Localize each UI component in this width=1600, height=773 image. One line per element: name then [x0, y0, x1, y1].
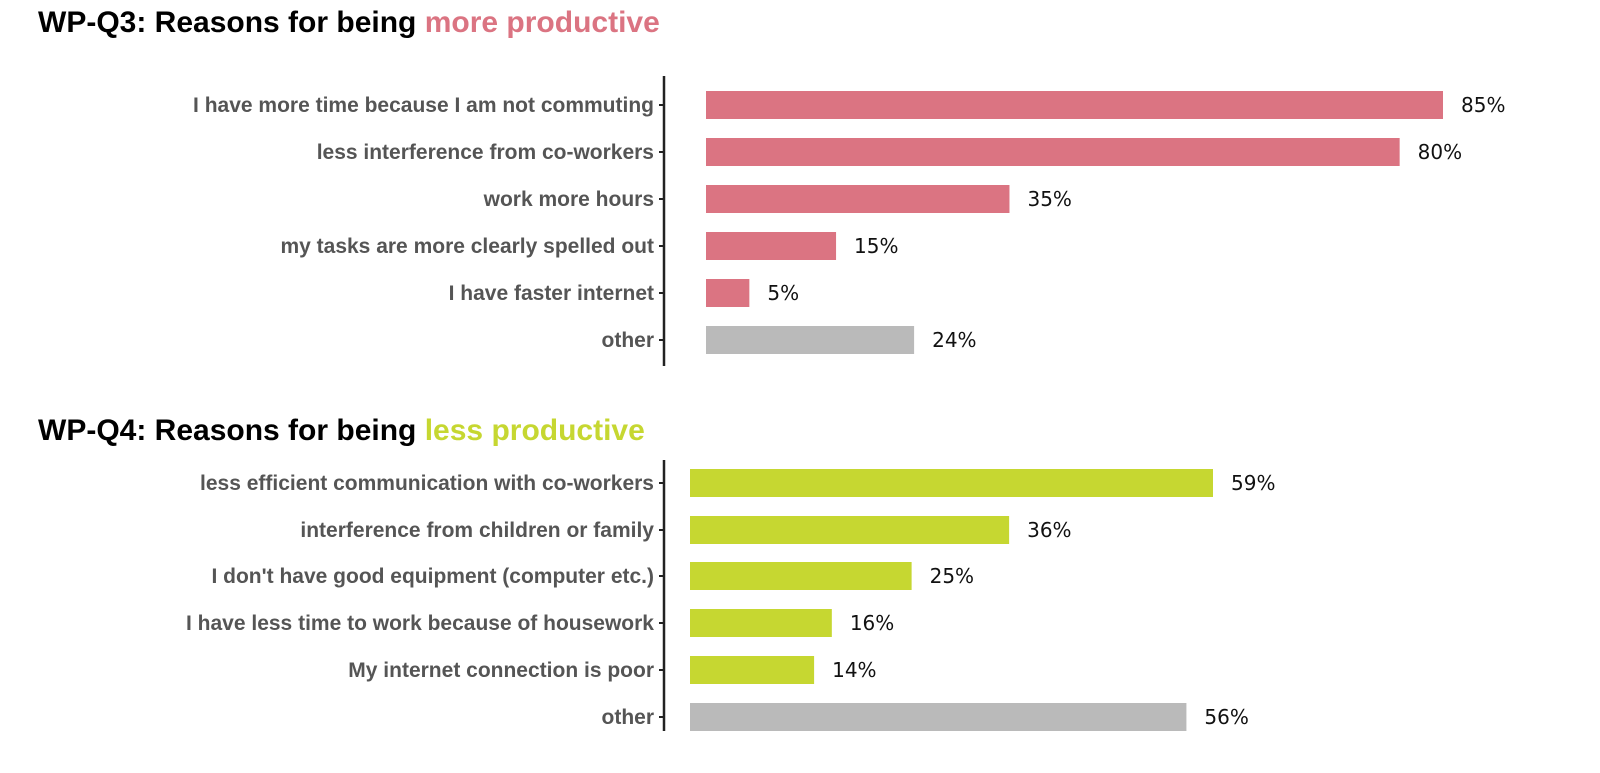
- category-label: less efficient communication with co-wor…: [200, 472, 654, 495]
- value-label: 14%: [832, 658, 876, 682]
- value-label: 24%: [932, 328, 976, 352]
- chart-title-prefix: WP-Q4: Reasons for being: [38, 414, 425, 447]
- category-label: less interference from co-workers: [317, 141, 654, 164]
- category-label: My internet connection is poor: [348, 659, 654, 682]
- value-label: 5%: [767, 281, 799, 305]
- category-label: other: [602, 706, 655, 729]
- chart-title-less-productive: WP-Q4: Reasons for being less productive: [38, 414, 645, 447]
- bar: [706, 138, 1400, 166]
- bar-chart-more-productive: I have more time because I am not commut…: [193, 76, 1505, 366]
- value-label: 15%: [854, 234, 898, 258]
- bar: [690, 516, 1010, 544]
- bar: [706, 91, 1443, 119]
- chart-title-productive: WP-Q3: Reasons for being more productive: [38, 6, 660, 39]
- chart-title-prefix: WP-Q3: Reasons for being: [38, 6, 425, 39]
- bar: [706, 232, 837, 260]
- value-label: 80%: [1418, 140, 1462, 164]
- bar: [690, 562, 912, 590]
- category-label: other: [602, 329, 655, 352]
- category-label: work more hours: [483, 188, 654, 211]
- category-label: I have faster internet: [449, 282, 654, 305]
- value-label: 36%: [1027, 518, 1071, 542]
- category-label: I have more time because I am not commut…: [193, 94, 654, 117]
- category-label: I have less time to work because of hous…: [186, 612, 654, 635]
- value-label: 25%: [930, 564, 974, 588]
- bar: [690, 656, 815, 684]
- bar-other: [690, 703, 1187, 731]
- value-label: 16%: [850, 611, 894, 635]
- value-label: 85%: [1461, 93, 1505, 117]
- bar-chart-less-productive: less efficient communication with co-wor…: [186, 460, 1275, 731]
- bar-other: [706, 326, 915, 354]
- category-label: interference from children or family: [300, 519, 654, 542]
- category-label: my tasks are more clearly spelled out: [280, 235, 654, 258]
- chart-title-highlight: less productive: [425, 414, 645, 447]
- value-label: 35%: [1027, 187, 1071, 211]
- bar: [690, 469, 1213, 497]
- value-label: 56%: [1204, 705, 1248, 729]
- category-label: I don't have good equipment (computer et…: [211, 565, 654, 588]
- bar: [690, 609, 832, 637]
- bar: [706, 185, 1010, 213]
- value-label: 59%: [1231, 471, 1275, 495]
- chart-title-highlight: more productive: [425, 6, 660, 39]
- bar: [706, 279, 750, 307]
